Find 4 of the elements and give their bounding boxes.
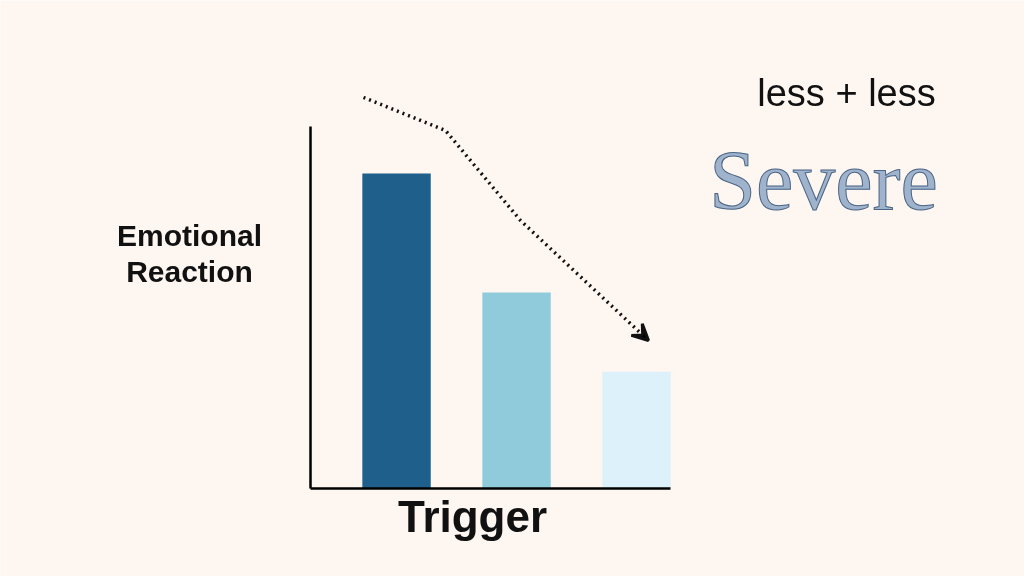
y-axis-title: Emotional Reaction bbox=[117, 219, 263, 288]
text: less + less bbox=[757, 71, 936, 114]
x-axis-title: Trigger bbox=[397, 492, 548, 541]
text: Severe bbox=[709, 134, 938, 227]
